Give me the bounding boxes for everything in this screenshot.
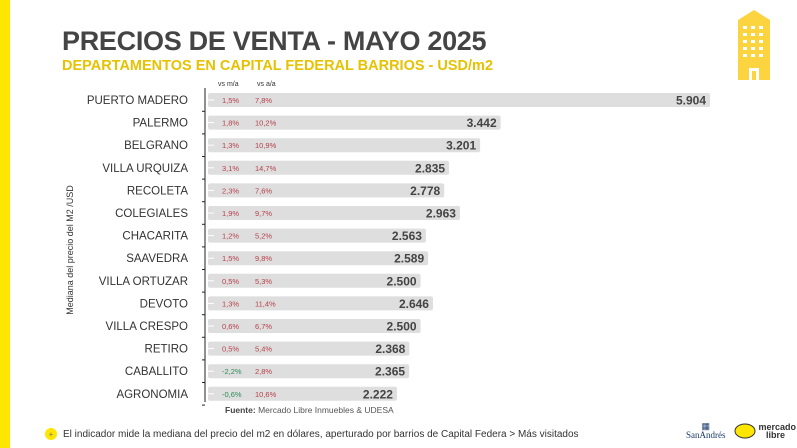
- column-header: vs m/a: [218, 81, 239, 88]
- bar: [208, 138, 481, 153]
- source-text: Fuente: Mercado Libre Inmuebles & UDESA: [225, 405, 394, 415]
- bar: [208, 115, 501, 130]
- value-label: 2.963: [426, 207, 456, 221]
- bar: [208, 364, 410, 379]
- vs-ma-value: 1,5%: [222, 254, 239, 263]
- bar: [208, 183, 445, 198]
- value-label: 3.201: [446, 139, 476, 153]
- value-label: 5.904: [676, 94, 706, 108]
- building-icon: [738, 10, 770, 80]
- bar: [208, 160, 450, 175]
- bar: [208, 251, 429, 266]
- vs-ma-value: 0,5%: [222, 345, 239, 354]
- bar: [208, 319, 421, 333]
- category-label: CHACARITA: [122, 231, 188, 243]
- bar: [208, 273, 421, 288]
- value-label: 2.222: [363, 387, 393, 401]
- mercadolibre-logo: mercado libre: [734, 423, 796, 440]
- vs-aa-value: 14,7%: [255, 164, 277, 173]
- vs-aa-value: 9,8%: [255, 254, 272, 263]
- value-label: 3.442: [467, 116, 497, 130]
- vs-aa-value: 10,9%: [255, 141, 277, 150]
- vs-ma-value: 1,3%: [222, 299, 239, 308]
- accent-bar: [0, 0, 10, 448]
- vs-ma-value: 1,2%: [222, 232, 239, 241]
- value-label: 2.778: [410, 184, 440, 198]
- category-label: AGRONOMIA: [116, 389, 188, 401]
- vs-ma-value: 1,8%: [222, 119, 239, 128]
- category-label: PUERTO MADERO: [87, 95, 188, 107]
- category-label: DEVOTO: [140, 298, 188, 310]
- bar: [208, 206, 460, 220]
- vs-aa-value: 6,7%: [255, 322, 272, 331]
- value-label: 2.365: [375, 365, 405, 379]
- udesa-logo: ▦ SanAndrés: [686, 421, 726, 440]
- category-label: VILLA URQUIZA: [102, 163, 188, 175]
- vs-ma-value: 1,5%: [222, 96, 239, 105]
- vs-aa-value: 7,8%: [255, 96, 272, 105]
- vs-ma-value: -0,6%: [222, 390, 242, 399]
- value-label: 2.500: [387, 320, 417, 334]
- category-label: RETIRO: [145, 344, 189, 356]
- category-label: SAAVEDRA: [126, 253, 188, 265]
- vs-ma-value: 1,9%: [222, 209, 239, 218]
- vs-aa-value: 11,4%: [255, 299, 276, 308]
- logos: ▦ SanAndrés mercado libre: [686, 421, 796, 440]
- vs-ma-value: -2,2%: [222, 367, 242, 376]
- vs-aa-value: 9,7%: [255, 209, 272, 218]
- vs-ma-value: 1,3%: [222, 141, 239, 150]
- vs-aa-value: 2,8%: [255, 367, 272, 376]
- vs-aa-value: 10,6%: [255, 390, 277, 399]
- bar: [208, 228, 426, 243]
- vs-aa-value: 5,2%: [255, 232, 272, 241]
- category-label: VILLA CRESPO: [106, 321, 189, 333]
- vs-aa-value: 7,6%: [255, 186, 272, 195]
- vs-aa-value: 10,2%: [255, 119, 277, 128]
- page-subtitle: DEPARTAMENTOS EN CAPITAL FEDERAL BARRIOS…: [62, 58, 494, 74]
- category-label: PALERMO: [133, 118, 188, 130]
- vs-aa-value: 5,3%: [255, 277, 272, 286]
- value-label: 2.589: [394, 252, 424, 266]
- value-label: 2.368: [375, 342, 405, 356]
- category-label: RECOLETA: [127, 185, 188, 197]
- vs-ma-value: 2,3%: [222, 186, 239, 195]
- vs-ma-value: 0,6%: [222, 322, 239, 331]
- category-label: BELGRANO: [124, 140, 188, 152]
- value-label: 2.500: [387, 274, 417, 288]
- page-title: PRECIOS DE VENTA - MAYO 2025: [62, 26, 487, 56]
- bar: [208, 341, 410, 356]
- footnote: + El indicador mide la mediana del precio…: [45, 428, 579, 440]
- bar: [208, 296, 433, 311]
- vs-ma-value: 3,1%: [222, 164, 239, 173]
- bar: [208, 386, 397, 401]
- vs-ma-value: 0,5%: [222, 277, 239, 286]
- bullet-icon: +: [45, 428, 57, 440]
- category-label: COLEGIALES: [115, 208, 188, 220]
- value-label: 2.835: [415, 161, 445, 175]
- bar: [208, 93, 710, 107]
- category-label: CABALLITO: [125, 366, 188, 378]
- value-label: 2.563: [392, 229, 422, 243]
- value-label: 2.646: [399, 297, 429, 311]
- vs-aa-value: 5,4%: [255, 345, 272, 354]
- column-header: vs a/a: [257, 81, 276, 88]
- category-label: VILLA ORTUZAR: [99, 276, 188, 288]
